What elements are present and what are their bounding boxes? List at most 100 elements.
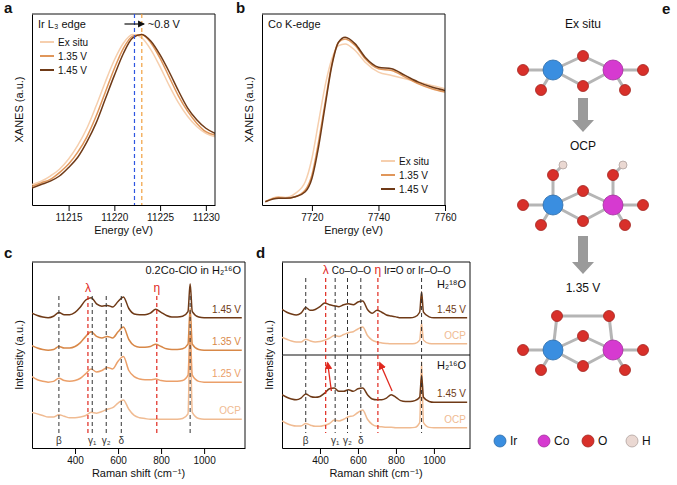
x-axis-title: Raman shift (cm⁻¹)	[329, 467, 422, 479]
x-tick: 11230	[193, 205, 221, 223]
x-tick-label: 11220	[101, 212, 129, 223]
o-atom	[518, 200, 529, 211]
x-tick: 600	[110, 448, 127, 466]
x-tick: 800	[388, 448, 405, 466]
band-label: γ₁	[88, 435, 97, 446]
o-atom	[578, 361, 589, 372]
y-axis	[282, 356, 283, 449]
frame-right	[245, 262, 246, 448]
legend: Ex situ1.35 V1.45 V	[381, 156, 429, 195]
band-label: β	[56, 435, 62, 446]
x-tick: 11220	[101, 205, 129, 223]
x-tick-mark	[161, 448, 162, 454]
series-group	[32, 34, 215, 187]
legend: IrCoOH	[494, 434, 651, 448]
highlight-line	[325, 278, 326, 433]
series-label: OCP	[444, 330, 466, 341]
x-axis: 11215112201122511230	[33, 205, 221, 223]
panel-letter: e	[662, 0, 670, 17]
structure	[518, 51, 649, 96]
o-atom	[536, 365, 547, 376]
x-axis: 772077407760	[263, 205, 458, 223]
legend-swatch	[40, 41, 54, 43]
x-tick: 1000	[423, 448, 446, 466]
legend-label: H	[642, 434, 651, 448]
stage-arrow	[572, 236, 594, 274]
series-line	[32, 34, 215, 186]
series-line	[282, 362, 467, 428]
highlight-line	[87, 296, 88, 433]
x-tick-label: 7720	[301, 212, 324, 223]
x-tick-label: 7740	[368, 212, 391, 223]
x-tick-mark	[69, 205, 70, 211]
x-tick-mark	[378, 205, 379, 211]
series-line	[265, 39, 445, 202]
legend-label: 1.35 V	[399, 170, 428, 181]
legend-label: 1.45 V	[58, 65, 87, 76]
panel-e: eEx situOCP1.35 VIrCoOH	[494, 0, 670, 448]
y-axis-title: Intensity (a.u.)	[13, 320, 25, 390]
panel-letter: c	[4, 244, 12, 261]
band-line	[58, 296, 59, 433]
o-atom	[620, 365, 631, 376]
x-tick: 400	[312, 448, 329, 466]
highlight-description: Ir=O or Ir–O–O	[384, 265, 451, 276]
x-tick: 7720	[301, 205, 324, 223]
stage-arrow	[572, 98, 594, 132]
legend-swatch	[582, 435, 594, 447]
band-label: δ	[358, 435, 364, 446]
o-atom	[578, 331, 589, 342]
series-label: 1.45 V	[437, 388, 466, 399]
h-atom	[619, 161, 627, 169]
band-line	[121, 296, 122, 433]
shift-arrow	[328, 363, 332, 391]
x-tick-label: 400	[67, 455, 84, 466]
band-line	[106, 296, 107, 433]
y-axis-title: XANES (a.u.)	[243, 76, 255, 142]
x-tick-label: 1000	[423, 455, 446, 466]
x-tick-mark	[434, 448, 435, 454]
structure	[518, 161, 649, 231]
highlight-label: λ	[323, 263, 329, 277]
legend-label: Ir	[510, 434, 517, 448]
shift-arrow	[124, 23, 143, 24]
x-axis-title: Raman shift (cm⁻¹)	[92, 467, 185, 479]
pane-separator	[282, 355, 470, 356]
series-line	[282, 375, 467, 402]
y-axis-line	[32, 263, 33, 449]
x-tick: 400	[67, 448, 84, 466]
x-tick: 7740	[368, 205, 391, 223]
series-line	[265, 44, 445, 202]
o-atom	[578, 216, 589, 227]
o-atom	[578, 81, 589, 92]
band-line	[190, 296, 191, 433]
o-atom	[578, 51, 589, 62]
shift-arrow	[380, 363, 392, 391]
series-line	[282, 292, 467, 318]
legend-swatch	[626, 435, 638, 447]
x-tick-mark	[75, 448, 76, 454]
series-label: 1.35 V	[212, 336, 241, 347]
legend-label: Ex situ	[58, 37, 88, 48]
y-axis	[262, 15, 263, 206]
legend-swatch	[40, 55, 54, 57]
x-axis-title: Energy (eV)	[94, 224, 153, 236]
stage-label: OCP	[570, 139, 596, 153]
x-axis-line	[33, 448, 246, 449]
y-axis-line	[282, 356, 283, 449]
o-atom	[638, 200, 649, 211]
x-tick: 800	[153, 448, 170, 466]
x-tick-mark	[445, 205, 446, 211]
legend: Ex situ1.35 V1.45 V	[40, 37, 88, 76]
series-label: 1.25 V	[212, 368, 241, 379]
legend-swatch	[381, 160, 395, 162]
legend-swatch	[40, 69, 54, 71]
co-atom	[603, 195, 623, 215]
o-atom	[536, 220, 547, 231]
y-axis-title: XANES (a.u.)	[13, 76, 25, 142]
o-atom	[536, 85, 547, 96]
x-tick-label: 400	[312, 455, 329, 466]
reference-line	[134, 14, 135, 205]
legend-swatch	[381, 188, 395, 190]
y-axis	[32, 263, 33, 449]
